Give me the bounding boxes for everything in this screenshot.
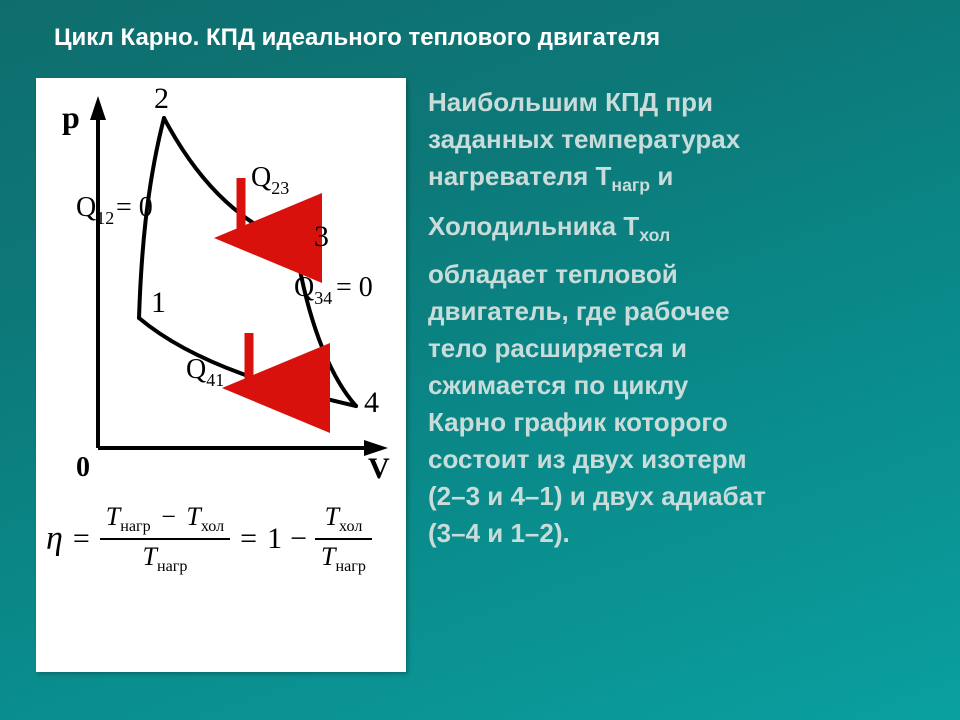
- point-3-label: 3: [314, 220, 329, 253]
- eta-symbol: η: [46, 520, 63, 557]
- origin-label: 0: [76, 452, 90, 483]
- fraction-2: Tхол Tнагр: [315, 502, 372, 576]
- body-line: (3–4 и 1–2).: [428, 515, 928, 552]
- body-line: тело расширяется и: [428, 330, 928, 367]
- body-line: состоит из двух изотерм: [428, 441, 928, 478]
- body-line: обладает тепловой: [428, 256, 928, 293]
- svg-text:Q41: Q41: [186, 354, 224, 390]
- q23-label: Q23: [251, 162, 289, 198]
- point-1-label: 1: [151, 286, 166, 319]
- body-text: Наибольшим КПД при заданных температурах…: [428, 84, 928, 552]
- figure-panel: p V 0 2 1 3 4 Q12 = 0 Q23 Q34 = 0 Q41: [36, 78, 406, 672]
- svg-text:= 0: = 0: [336, 272, 373, 303]
- fraction-1: Tнагр − Tхол Tнагр: [100, 502, 230, 576]
- body-line: Карно график которого: [428, 404, 928, 441]
- q34-label: Q34 = 0: [294, 272, 373, 308]
- body-line: нагревателя Tнагр и: [428, 158, 928, 198]
- body-line: Наибольшим КПД при: [428, 84, 928, 121]
- svg-text:Q34: Q34: [294, 272, 332, 308]
- svg-text:Q23: Q23: [251, 162, 289, 198]
- q12-label: Q12 = 0: [76, 192, 153, 228]
- body-line: сжимается по циклу: [428, 367, 928, 404]
- body-line: (2–3 и 4–1) и двух адиабат: [428, 478, 928, 515]
- svg-text:= 0: = 0: [116, 192, 153, 223]
- equals-1: =: [67, 522, 96, 555]
- body-line: двигатель, где рабочее: [428, 293, 928, 330]
- point-4-label: 4: [364, 386, 379, 419]
- point-2-label: 2: [154, 82, 169, 115]
- body-line: заданных температурах: [428, 121, 928, 158]
- slide-title: Цикл Карно. КПД идеального теплового дви…: [54, 24, 660, 52]
- axis-v-label: V: [368, 452, 390, 485]
- axis-p-label: p: [62, 99, 80, 135]
- q41-label: Q41: [186, 354, 224, 390]
- equals-2: =: [234, 522, 263, 555]
- one: 1: [267, 522, 282, 555]
- minus: −: [286, 522, 311, 555]
- svg-text:Q12: Q12: [76, 192, 114, 228]
- efficiency-formula: η = Tнагр − Tхол Tнагр = 1 − Tхол Tнагр: [46, 502, 396, 642]
- body-line: Холодильника Tхол: [428, 208, 928, 248]
- carnot-diagram: p V 0 2 1 3 4 Q12 = 0 Q23 Q34 = 0 Q41: [36, 78, 406, 498]
